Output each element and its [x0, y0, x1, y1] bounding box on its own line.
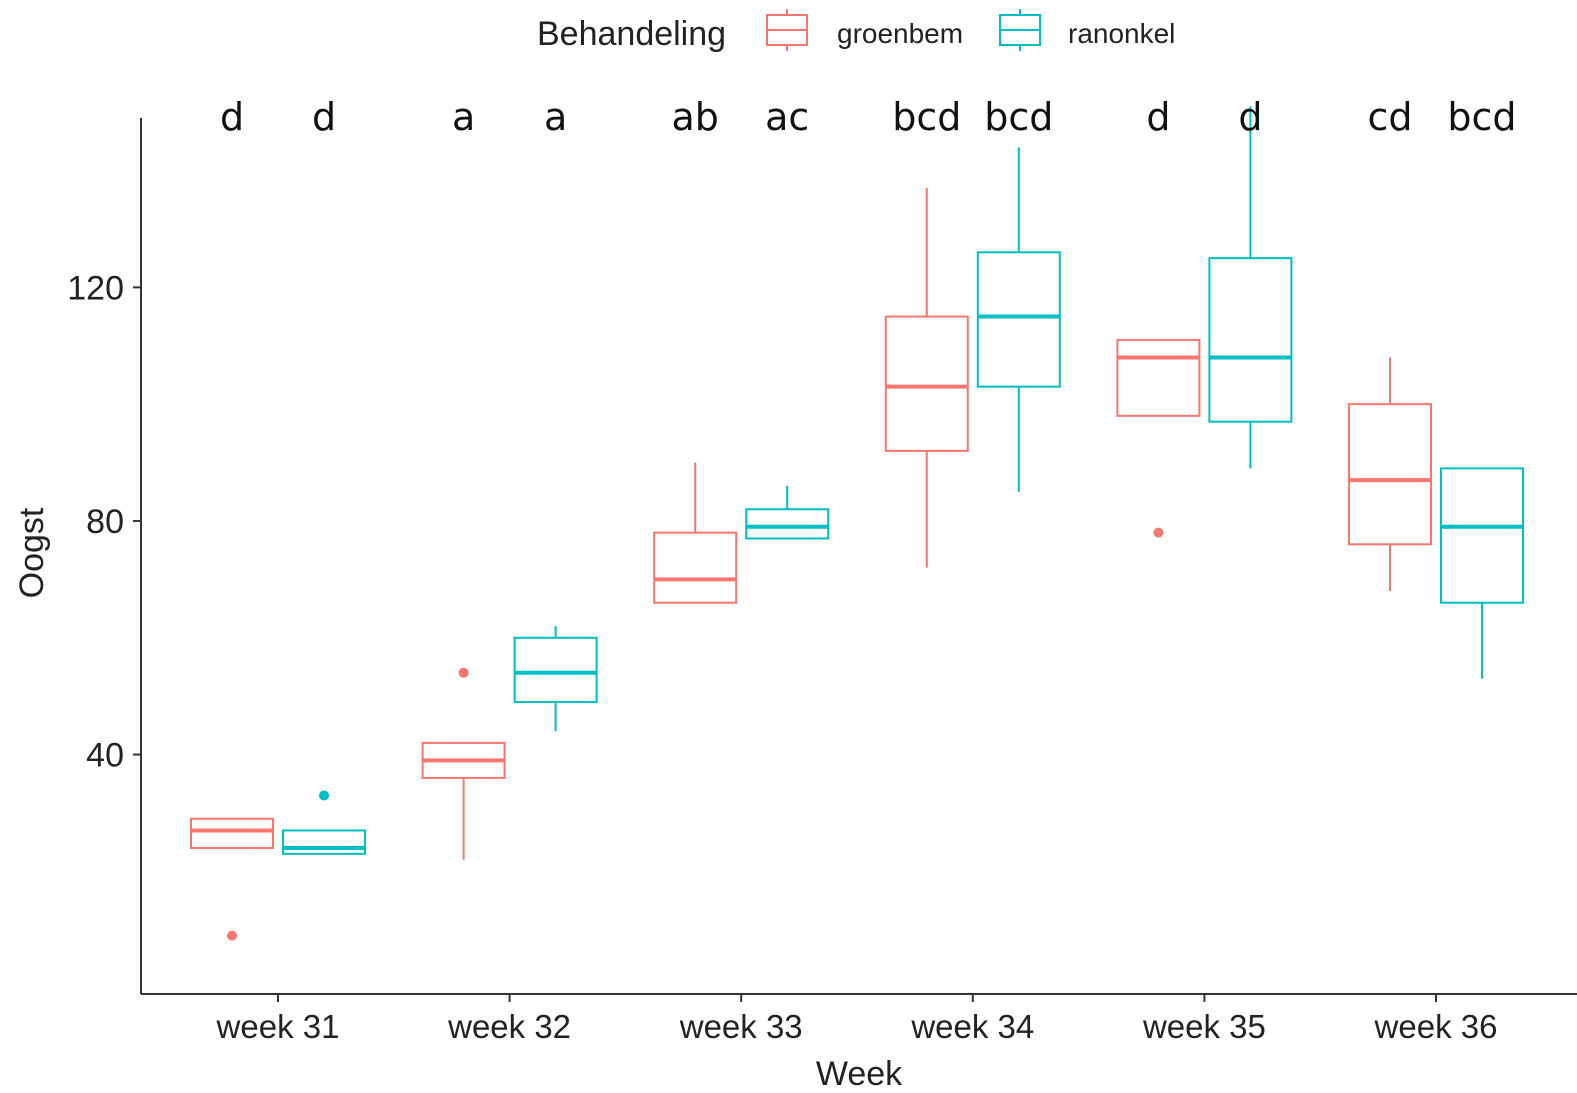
iqr-box: [976, 251, 1061, 388]
iqr-box: [1116, 338, 1201, 417]
outlier-point: [1153, 527, 1164, 538]
y-tick-label: 80: [86, 503, 124, 541]
box-ranonkel-31: [282, 790, 366, 855]
x-tick-label: week 33: [679, 1008, 803, 1045]
x-tick-label: week 32: [447, 1008, 571, 1045]
significance-letter: a: [544, 95, 567, 139]
outlier-point: [227, 930, 237, 941]
box-groenbem-34: [884, 188, 969, 568]
legend-key-groenbem: [766, 9, 808, 51]
iqr-box: [513, 636, 598, 704]
legend-label-groenbem: groenbem: [837, 18, 963, 49]
significance-letter: a: [452, 95, 475, 139]
box-groenbem-31: [190, 817, 274, 941]
x-tick-label: week 31: [216, 1008, 340, 1045]
box-ranonkel-36: [1440, 467, 1524, 679]
significance-letter: d: [312, 95, 336, 139]
significance-letter: bcd: [984, 95, 1053, 139]
significance-letter: d: [1238, 95, 1262, 139]
box-ranonkel-33: [745, 485, 830, 540]
box-ranonkel-32: [513, 626, 598, 732]
legend-label-ranonkel: ranonkel: [1068, 18, 1175, 49]
x-tick-label: week 35: [1142, 1008, 1266, 1045]
legend-title: Behandeling: [537, 15, 726, 53]
iqr-box: [1348, 403, 1432, 546]
iqr-box: [653, 531, 738, 604]
significance-letter: ab: [671, 95, 718, 139]
legend: Behandeling groenbem ranonkel: [537, 9, 1175, 53]
iqr-box: [1208, 257, 1293, 423]
box-groenbem-32: [421, 667, 506, 860]
significance-letter: bcd: [892, 95, 961, 139]
iqr-box: [282, 829, 366, 855]
significance-letter: cd: [1367, 95, 1412, 139]
significance-letter: ac: [765, 95, 809, 139]
y-axis-title: Oogst: [13, 507, 51, 598]
x-tick-label: week 36: [1374, 1008, 1498, 1045]
iqr-box: [745, 508, 830, 540]
x-ticks: week 31 week 32 week 33 week 34 week 35 week …: [216, 994, 1498, 1045]
significance-letter: d: [220, 95, 244, 139]
iqr-box: [884, 315, 969, 452]
y-ticks: 40 80 120: [67, 269, 141, 775]
x-tick-label: week 34: [910, 1008, 1034, 1045]
y-tick-label: 120: [67, 269, 124, 307]
significance-letters: d a ab bcd d cd d a ac bcd d bcd: [220, 95, 1517, 139]
outlier-point: [319, 790, 329, 801]
box-groenbem-33: [653, 462, 738, 604]
iqr-box: [190, 817, 274, 849]
boxes: [190, 106, 1524, 941]
y-tick-label: 40: [86, 737, 124, 775]
iqr-box: [1440, 467, 1524, 604]
significance-letter: d: [1146, 95, 1170, 139]
significance-letter: bcd: [1447, 95, 1516, 139]
outlier-point: [458, 667, 469, 678]
legend-key-ranonkel: [999, 9, 1041, 51]
box-ranonkel-35: [1208, 106, 1293, 469]
x-axis-title: Week: [816, 1055, 903, 1093]
box-groenbem-36: [1348, 357, 1432, 592]
box-groenbem-35: [1116, 338, 1201, 538]
box-ranonkel-34: [976, 147, 1061, 492]
